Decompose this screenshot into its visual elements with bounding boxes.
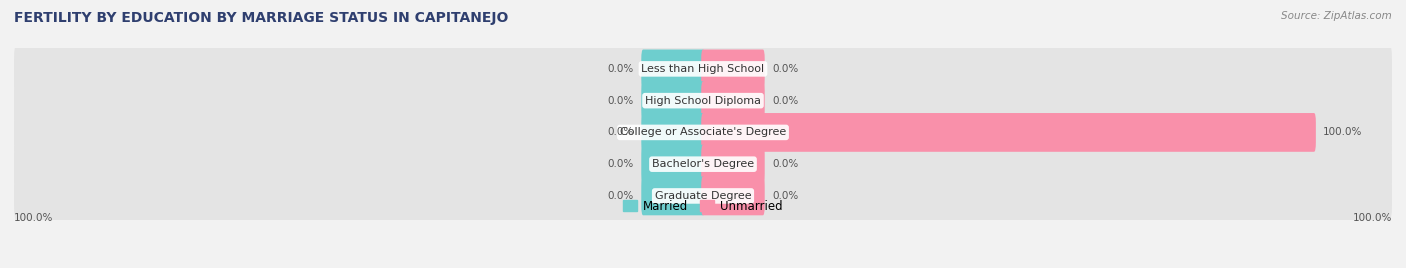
FancyBboxPatch shape [641,50,704,88]
FancyBboxPatch shape [702,113,1316,152]
Text: 0.0%: 0.0% [772,159,799,169]
Legend: Married, Unmarried: Married, Unmarried [619,195,787,217]
FancyBboxPatch shape [14,43,1392,95]
Text: 0.0%: 0.0% [607,96,634,106]
FancyBboxPatch shape [702,145,765,184]
Text: High School Diploma: High School Diploma [645,96,761,106]
FancyBboxPatch shape [702,50,765,88]
FancyBboxPatch shape [702,81,765,120]
FancyBboxPatch shape [14,170,1392,222]
Text: FERTILITY BY EDUCATION BY MARRIAGE STATUS IN CAPITANEJO: FERTILITY BY EDUCATION BY MARRIAGE STATU… [14,11,509,25]
FancyBboxPatch shape [641,145,704,184]
FancyBboxPatch shape [641,81,704,120]
Text: Less than High School: Less than High School [641,64,765,74]
Text: Graduate Degree: Graduate Degree [655,191,751,201]
Text: 0.0%: 0.0% [772,64,799,74]
FancyBboxPatch shape [702,177,765,215]
FancyBboxPatch shape [14,75,1392,126]
FancyBboxPatch shape [641,113,704,152]
Text: 0.0%: 0.0% [607,64,634,74]
Text: 0.0%: 0.0% [772,96,799,106]
Text: College or Associate's Degree: College or Associate's Degree [620,127,786,137]
Text: 100.0%: 100.0% [14,213,53,222]
FancyBboxPatch shape [14,107,1392,158]
Text: 100.0%: 100.0% [1323,127,1362,137]
Text: 0.0%: 0.0% [772,191,799,201]
Text: 0.0%: 0.0% [607,127,634,137]
Text: Bachelor's Degree: Bachelor's Degree [652,159,754,169]
FancyBboxPatch shape [641,177,704,215]
Text: Source: ZipAtlas.com: Source: ZipAtlas.com [1281,11,1392,21]
Text: 0.0%: 0.0% [607,159,634,169]
Text: 100.0%: 100.0% [1353,213,1392,222]
Text: 0.0%: 0.0% [607,191,634,201]
FancyBboxPatch shape [14,139,1392,190]
